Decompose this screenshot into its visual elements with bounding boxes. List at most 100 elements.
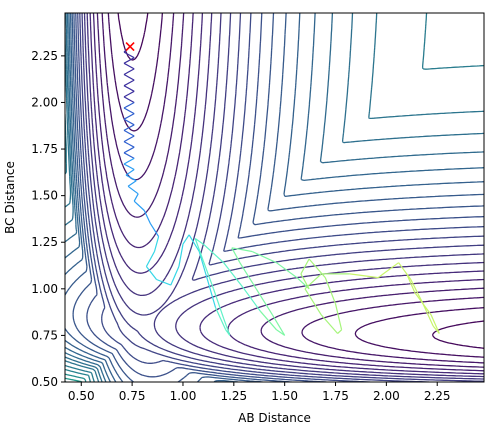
contour-level-15 (65, 13, 484, 382)
trajectory-segment-40 (214, 307, 227, 331)
contour-level-12 (75, 13, 484, 382)
trajectory-segment-55 (231, 247, 241, 263)
trajectory-segment-42 (223, 318, 231, 336)
y-axis: 0.50 0.75 1.00 1.25 1.50 1.75 2.00 2.25 (31, 49, 65, 389)
trajectory-segment-37 (188, 234, 200, 252)
trajectory-segment-43 (212, 288, 225, 319)
trajectory-segment-13 (123, 118, 135, 126)
contour-level-6 (89, 13, 484, 375)
trajectory-segment-74 (422, 303, 434, 327)
trajectory-segment-68 (304, 273, 322, 290)
contour-level-19 (65, 13, 484, 382)
axes-frame (64, 12, 485, 383)
trajectory-segment-54 (239, 262, 257, 290)
trajectory-segment-57 (251, 250, 277, 264)
y-tick-label: 1.50 (31, 189, 58, 203)
trajectory-segment-17 (123, 141, 135, 148)
y-tick-label: 1.00 (31, 282, 58, 296)
y-tick-label: 1.75 (31, 142, 58, 156)
trajectory-segment-38 (198, 251, 208, 280)
trajectory-group (123, 41, 440, 336)
trajectory-segment-32 (145, 266, 157, 280)
contour-level-8 (83, 13, 484, 380)
x-tick-label: 1.75 (322, 389, 349, 403)
trajectory-segment-35 (178, 243, 184, 267)
contour-level-14 (65, 13, 484, 382)
x-axis-title: AB Distance (238, 411, 311, 425)
contour-level-7 (86, 13, 484, 378)
trajectory-segment-39 (206, 279, 217, 308)
trajectory-segment-48 (223, 262, 245, 290)
trajectory-segment-2 (123, 57, 135, 64)
trajectory-segment-5 (123, 73, 135, 81)
trajectory-segment-71 (377, 262, 399, 279)
x-axis: 0.50 0.75 1.00 1.25 1.50 1.75 2.00 2.25 (68, 382, 451, 403)
trajectory-segment-8 (123, 90, 135, 98)
trajectory-segment-9 (123, 96, 135, 104)
trajectory-segment-11 (123, 107, 135, 115)
y-tick-label: 0.50 (31, 375, 58, 389)
trajectory-segment-15 (123, 129, 135, 137)
trajectory-segment-56 (231, 247, 253, 253)
trajectory-segment-36 (182, 234, 190, 245)
trajectory-segment-61 (300, 258, 310, 275)
contour-level-17 (65, 13, 484, 382)
contour-level-22 (65, 373, 87, 382)
trajectory-segment-30 (153, 236, 160, 252)
trajectory-segment-63 (324, 277, 337, 304)
trajectory-segment-4 (123, 68, 135, 76)
x-tick-label: 2.25 (424, 389, 451, 403)
trajectory-segment-12 (123, 113, 135, 120)
contour-level-21 (65, 368, 92, 382)
trajectory-segment-50 (259, 310, 277, 331)
trajectory-segment-16 (123, 135, 135, 143)
x-tick-label: 2.00 (373, 389, 400, 403)
trajectory-segment-20 (123, 157, 135, 165)
contour-level-5 (92, 13, 484, 372)
x-tick-label: 0.50 (68, 389, 95, 403)
trajectory-segment-29 (149, 223, 160, 237)
y-tick-label: 2.25 (31, 49, 58, 63)
trajectory-segment-14 (123, 124, 135, 131)
trajectory-segment-31 (145, 251, 156, 267)
trajectory-segment-3 (123, 62, 135, 70)
trajectory-segment-7 (123, 85, 135, 92)
trajectory-segment-46 (194, 238, 204, 245)
x-tick-label: 0.75 (119, 389, 146, 403)
contour-lines (65, 13, 484, 382)
y-tick-label: 0.75 (31, 328, 58, 342)
contour-level-3 (101, 13, 484, 364)
trajectory-segment-77 (414, 292, 432, 316)
y-tick-label: 2.00 (31, 95, 58, 109)
trajectory-segment-34 (170, 266, 180, 286)
trajectory-segment-67 (304, 288, 322, 316)
trajectory-segment-1 (123, 51, 135, 59)
trajectory-segment-24 (127, 180, 137, 187)
x-tick-label: 1.50 (271, 389, 298, 403)
contour-level-16 (65, 13, 484, 382)
trajectory-segment-58 (276, 262, 298, 279)
trajectory-segment-73 (410, 279, 424, 304)
trajectory-segment-10 (123, 101, 135, 109)
trajectory-segment-53 (255, 288, 274, 316)
contour-level-13 (72, 13, 484, 382)
trajectory-segment-45 (194, 238, 204, 262)
contour-level-11 (77, 13, 484, 382)
trajectory-segment-18 (123, 146, 135, 154)
contour-level-4 (96, 13, 484, 368)
trajectory-segment-64 (334, 303, 343, 330)
trajectory-segment-72 (398, 262, 412, 280)
contour-level-2 (107, 13, 484, 358)
contour-level-1 (117, 13, 484, 349)
trajectory-segment-23 (125, 174, 137, 182)
y-tick-label: 1.25 (31, 235, 58, 249)
trajectory-segment-78 (406, 273, 416, 293)
trajectory-segment-66 (320, 314, 339, 334)
trajectory-segment-6 (123, 79, 135, 87)
trajectory-segment-49 (243, 288, 261, 312)
trajectory-segment-27 (133, 200, 145, 211)
trajectory-segment-22 (125, 169, 135, 176)
contour-level-10 (79, 13, 484, 382)
trajectory-start-marker (125, 41, 135, 52)
